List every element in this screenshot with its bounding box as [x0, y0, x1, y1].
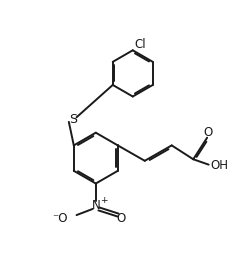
Text: S: S — [69, 113, 77, 126]
Text: N: N — [91, 198, 100, 212]
Text: +: + — [100, 196, 108, 205]
Text: OH: OH — [210, 159, 228, 172]
Text: ⁻O: ⁻O — [52, 212, 67, 225]
Text: O: O — [117, 212, 126, 225]
Text: O: O — [203, 126, 213, 139]
Text: Cl: Cl — [134, 38, 146, 51]
